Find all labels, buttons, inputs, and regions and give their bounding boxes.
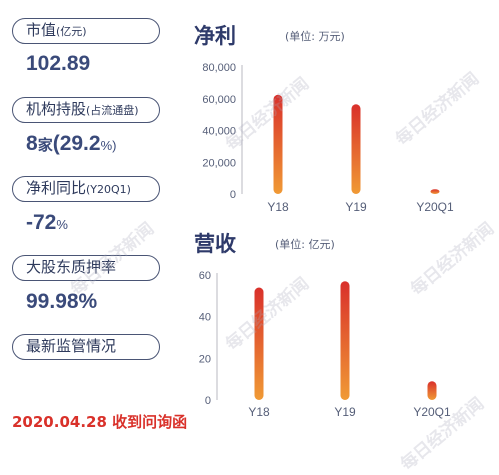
metric-value-text: 99.98% [26, 290, 98, 313]
metric-value-percent: (29.2 [52, 132, 101, 155]
x-tick-label: Y18 [267, 200, 289, 214]
bar-y20q1 [430, 189, 440, 194]
y-tick-label: 20,000 [202, 157, 236, 169]
metric-value-unit: 家 [37, 137, 53, 154]
metric-label-text: 最新监管情况 [26, 337, 117, 355]
y-tick-label: 60,000 [202, 94, 236, 106]
chart-unit-revenue: (单位: 亿元) [275, 238, 335, 251]
chart-title-revenue: 营收 [194, 232, 236, 256]
metric-label-text: 大股东质押率 [26, 258, 117, 276]
bar-y19 [351, 104, 361, 194]
y-tick-label: 40,000 [202, 126, 236, 138]
y-tick-label: 20 [199, 353, 211, 365]
metric-label-text: 净利同比 [26, 179, 87, 197]
metric-value-net-profit-yoy: -72% [26, 211, 68, 235]
bar-y18 [273, 94, 283, 194]
y-tick-label: 0 [205, 395, 211, 407]
bar-y18 [254, 287, 264, 400]
bar-y19 [340, 281, 350, 400]
watermark: 每日经济新闻 [222, 273, 314, 355]
metric-label-unit: (占流通盘) [86, 104, 139, 117]
watermark: 每日经济新闻 [392, 68, 484, 150]
bar-y20q1 [427, 381, 437, 400]
x-tick-label: Y19 [334, 405, 356, 419]
metric-label-unit: (亿元) [56, 25, 87, 38]
y-tick-label: 40 [199, 312, 211, 324]
x-tick-label: Y18 [248, 405, 270, 419]
chart-title-net-profit: 净利 [194, 24, 236, 48]
y-tick-label: 60 [199, 270, 211, 282]
chart-unit-net-profit: (单位: 万元) [285, 30, 345, 43]
metric-label-pledge-rate: 大股东质押率 [12, 255, 160, 281]
watermark: 每日经济新闻 [407, 218, 499, 300]
metric-label-regulatory: 最新监管情况 [12, 334, 160, 360]
metric-label-institutional: 机构持股(占流通盘) [12, 97, 160, 123]
metric-label-text: 机构持股 [26, 100, 87, 118]
regulatory-date: 2020.04.28 收到问询函 [12, 413, 188, 431]
metric-label-net-profit-yoy: 净利同比(Y20Q1) [12, 176, 160, 202]
metric-value-market-cap: 102.89 [26, 52, 90, 76]
metric-label-text: 市值 [26, 21, 57, 39]
metric-label-market-cap: 市值(亿元) [12, 18, 160, 44]
metric-value-pledge-rate: 99.98% [26, 290, 97, 314]
metric-value-count: 8 [26, 132, 38, 155]
metric-label-unit: (Y20Q1) [86, 183, 131, 196]
y-tick-label: 0 [230, 189, 236, 201]
y-tick-label: 80,000 [202, 62, 236, 74]
x-tick-label: Y19 [345, 200, 367, 214]
watermark: 每日经济新闻 [397, 393, 489, 475]
x-tick-label: Y20Q1 [413, 405, 451, 419]
metric-value-suffix: %) [100, 138, 117, 153]
metric-value-suffix: % [56, 217, 68, 232]
metric-value-text: -72 [26, 211, 57, 234]
metric-value-institutional: 8家(29.2%) [26, 132, 116, 156]
watermark: 每日经济新闻 [222, 73, 314, 155]
metric-value-text: 102.89 [26, 52, 91, 75]
x-tick-label: Y20Q1 [416, 200, 454, 214]
